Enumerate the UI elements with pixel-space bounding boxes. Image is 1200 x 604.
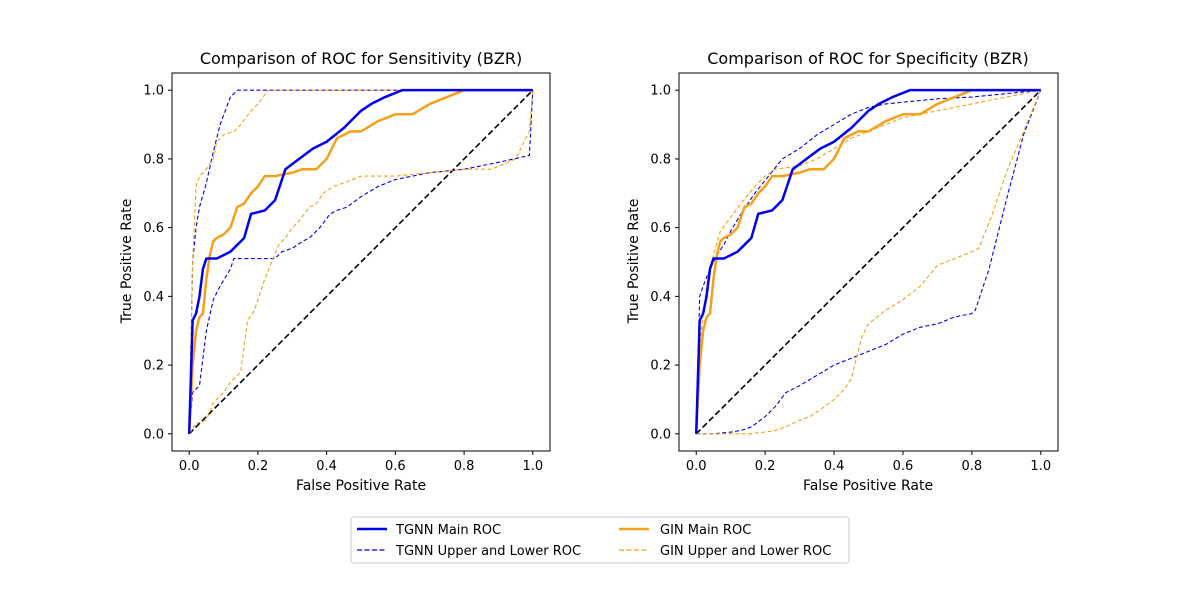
sensitivity-roc-panel: Comparison of ROC for Sensitivity (BZR) …: [119, 49, 551, 494]
sensitivity-series-gin-upper-roc: [188, 89, 533, 434]
sensitivity-plot-area: [171, 72, 551, 452]
sensitivity-y-tick-label: 0.8: [143, 152, 164, 167]
sensitivity-series-gin-main-roc: [187, 88, 533, 434]
legend-label-tgnn-main: TGNN Main ROC: [395, 523, 501, 538]
sensitivity-series-tgnn-lower-roc: [188, 90, 534, 434]
sensitivity-x-tick-label: 0.4: [316, 459, 337, 474]
specificity-y-tick-label: 0.2: [650, 359, 671, 374]
specificity-y-ticks: 0.0 0.2 0.4 0.6 0.8 1.0: [650, 84, 679, 442]
legend-label-tgnn-bounds: TGNN Upper and Lower ROC: [395, 544, 581, 559]
sensitivity-y-ticks: 0.0 0.2 0.4 0.6 0.8 1.0: [143, 84, 172, 442]
sensitivity-x-tick-label: 0.0: [179, 459, 200, 474]
specificity-series-group: [694, 88, 1042, 435]
specificity-y-tick-label: 0.4: [650, 290, 671, 305]
sensitivity-x-tick-label: 0.8: [454, 459, 475, 474]
sensitivity-axes-frame: [171, 72, 551, 452]
sensitivity-series-group: [187, 88, 534, 435]
specificity-x-tick-label: 0.0: [686, 459, 707, 474]
specificity-roc-panel: Comparison of ROC for Specificity (BZR) …: [626, 49, 1059, 494]
sensitivity-y-axis-label: True Positive Rate: [119, 199, 135, 325]
specificity-x-axis-label: False Positive Rate: [803, 478, 933, 494]
specificity-series-chance: [695, 89, 1042, 435]
specificity-y-tick-label: 1.0: [650, 84, 671, 99]
specificity-x-tick-label: 1.0: [1030, 459, 1051, 474]
specificity-x-ticks: 0.0 0.2 0.4 0.6 0.8 1.0: [686, 451, 1051, 474]
sensitivity-y-tick-label: 0.0: [143, 427, 164, 442]
specificity-x-tick-label: 0.6: [893, 459, 914, 474]
specificity-axes-frame: [678, 72, 1059, 452]
specificity-plot-area: [678, 72, 1059, 452]
sensitivity-series-gin-lower-roc: [188, 90, 534, 435]
specificity-series-gin-lower-roc: [696, 89, 1042, 435]
legend-label-gin-main: GIN Main ROC: [660, 523, 751, 538]
specificity-series-gin-main-roc: [694, 88, 1041, 434]
sensitivity-series-tgnn-upper-roc: [188, 89, 533, 434]
specificity-series-tgnn-lower-roc: [696, 89, 1042, 435]
sensitivity-x-axis-label: False Positive Rate: [296, 478, 426, 494]
specificity-series-tgnn-main-roc: [694, 88, 1041, 434]
sensitivity-x-tick-label: 0.2: [248, 459, 269, 474]
sensitivity-y-tick-label: 0.2: [143, 359, 164, 374]
sensitivity-chart-title: Comparison of ROC for Sensitivity (BZR): [200, 49, 522, 68]
legend-label-gin-bounds: GIN Upper and Lower ROC: [660, 544, 831, 559]
specificity-y-tick-label: 0.6: [650, 221, 671, 236]
sensitivity-y-tick-label: 1.0: [143, 84, 164, 99]
specificity-x-tick-label: 0.2: [755, 459, 776, 474]
specificity-x-tick-label: 0.4: [824, 459, 845, 474]
sensitivity-x-ticks: 0.0 0.2 0.4 0.6 0.8 1.0: [179, 451, 543, 474]
sensitivity-x-tick-label: 1.0: [522, 459, 543, 474]
sensitivity-series-tgnn-main-roc: [187, 88, 533, 434]
specificity-y-tick-label: 0.0: [650, 427, 671, 442]
sensitivity-y-tick-label: 0.4: [143, 290, 164, 305]
specificity-y-axis-label: True Positive Rate: [626, 199, 642, 325]
specificity-x-tick-label: 0.8: [962, 459, 983, 474]
specificity-y-tick-label: 0.8: [650, 152, 671, 167]
sensitivity-x-tick-label: 0.6: [385, 459, 406, 474]
sensitivity-y-tick-label: 0.6: [143, 221, 164, 236]
legend: TGNN Main ROC TGNN Upper and Lower ROC G…: [350, 516, 850, 564]
specificity-chart-title: Comparison of ROC for Specificity (BZR): [707, 49, 1029, 68]
legend-frame: [350, 516, 850, 564]
